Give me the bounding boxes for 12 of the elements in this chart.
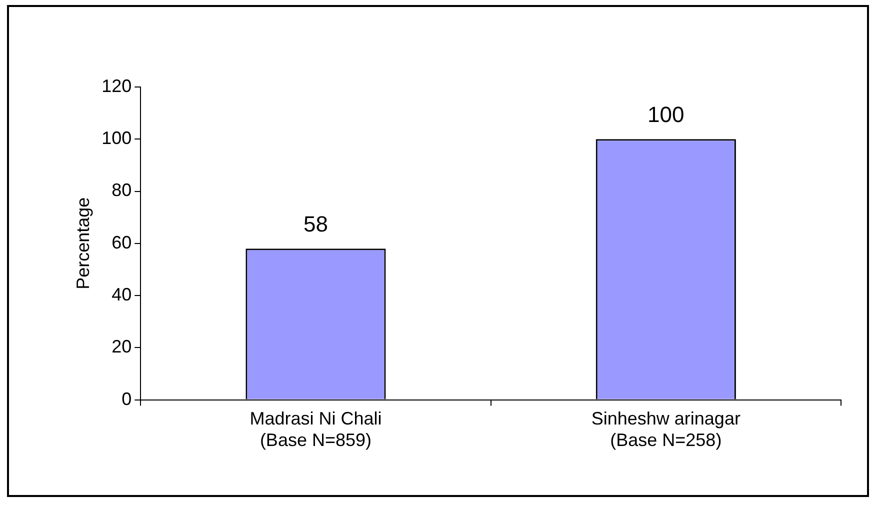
data-label: 58 bbox=[303, 212, 328, 237]
y-tick-label: 80 bbox=[112, 180, 132, 200]
y-axis-title: Percentage bbox=[72, 197, 93, 290]
y-tick-label: 120 bbox=[102, 76, 132, 96]
x-tick-label: Madrasi Ni Chali (Base N=859) bbox=[250, 408, 382, 450]
y-tick-label: 60 bbox=[112, 232, 132, 252]
y-tick-label: 100 bbox=[102, 128, 132, 148]
y-tick-label: 20 bbox=[112, 336, 132, 357]
y-tick-label: 40 bbox=[112, 284, 132, 304]
y-tick-label: 0 bbox=[122, 388, 132, 409]
data-label: 100 bbox=[648, 102, 684, 128]
x-tick-label: Sinheshw arinagar (Base N=258) bbox=[591, 408, 740, 450]
